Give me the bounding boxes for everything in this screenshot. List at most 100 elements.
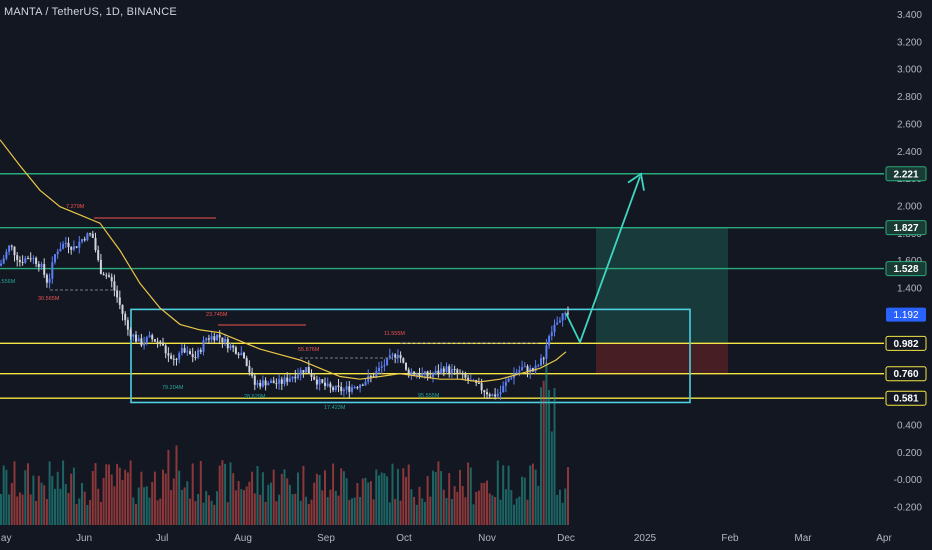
- level-tag: [885, 166, 927, 182]
- volume-bar: [240, 489, 243, 525]
- y-tick-label: 0.400: [897, 420, 922, 431]
- volume-bar: [426, 476, 429, 525]
- volume-bar: [545, 362, 548, 525]
- volume-bar: [332, 463, 335, 525]
- x-tick-label: Feb: [721, 533, 739, 544]
- volume-bar: [418, 486, 421, 525]
- level-tag: [885, 390, 927, 406]
- candle-body: [259, 382, 262, 387]
- candle-body: [202, 340, 205, 352]
- volume-bar: [394, 498, 397, 525]
- volume-bar: [218, 465, 221, 525]
- candle-body: [83, 239, 86, 241]
- candle-body: [261, 380, 264, 387]
- volume-bar: [351, 498, 353, 525]
- x-tick-label: Jul: [156, 533, 169, 544]
- volume-bar: [94, 463, 97, 525]
- volume-bar: [342, 471, 345, 525]
- candle-body: [245, 357, 248, 366]
- candle-body: [507, 378, 510, 382]
- current-price-tag: [886, 307, 926, 322]
- volume-bar: [72, 467, 75, 525]
- x-tick-label: Sep: [317, 533, 335, 544]
- candle-body: [558, 320, 561, 323]
- volume-bar: [151, 482, 154, 525]
- volume-bar: [334, 490, 337, 525]
- volume-bar: [410, 489, 413, 525]
- volume-bar: [264, 501, 267, 525]
- volume-bar: [369, 481, 372, 525]
- volume-bar: [567, 467, 569, 525]
- candle-body: [286, 377, 289, 382]
- candle-body: [189, 351, 191, 355]
- volume-bar: [318, 475, 321, 525]
- candle-body: [221, 337, 224, 343]
- volume-bar: [102, 477, 105, 525]
- candle-body: [81, 239, 83, 242]
- candle-body: [226, 339, 229, 349]
- range-box[interactable]: [130, 308, 691, 404]
- y-tick-label: 0.200: [897, 448, 922, 459]
- candle-body: [459, 372, 461, 374]
- candle-body: [186, 351, 189, 353]
- candle-body: [442, 368, 445, 373]
- y-tick-label: 2.400: [897, 147, 922, 158]
- projection-arrow[interactable]: [565, 176, 641, 345]
- candle-body: [253, 375, 256, 385]
- candle-body: [78, 241, 81, 248]
- candle-body: [162, 343, 164, 346]
- volume-bar: [396, 468, 399, 525]
- volume-bar: [372, 499, 375, 525]
- volume-bar: [548, 389, 551, 525]
- level-tag-label: 1.827: [893, 223, 918, 234]
- candle-body: [267, 383, 270, 386]
- volume-bar: [450, 498, 453, 525]
- candle-body: [62, 244, 65, 249]
- volume-bar: [364, 477, 367, 525]
- level-tag-label: 0.982: [893, 339, 918, 350]
- candle-body: [407, 369, 410, 375]
- volume-bar: [70, 473, 73, 525]
- volume-bar: [118, 467, 121, 525]
- candle-body: [116, 290, 119, 298]
- candle-body: [216, 334, 218, 341]
- volume-bar: [2, 465, 5, 525]
- candle-body: [24, 258, 27, 263]
- candle-body: [434, 370, 437, 375]
- volume-bar: [180, 489, 183, 525]
- level-tag: [885, 220, 927, 236]
- volume-bar: [550, 431, 553, 525]
- volume-bar: [456, 491, 459, 525]
- volume-bar: [207, 495, 210, 525]
- volume-bar: [259, 494, 262, 525]
- volume-bar: [116, 463, 119, 525]
- candle-body: [386, 357, 389, 366]
- candle-body: [372, 376, 375, 378]
- volume-bar: [237, 481, 240, 525]
- volume-bar: [232, 473, 235, 525]
- volume-bar: [248, 481, 251, 525]
- candle-body: [183, 348, 186, 353]
- volume-bar: [383, 473, 386, 525]
- candle-body: [345, 386, 348, 390]
- candle-body: [410, 371, 413, 375]
- projection-arrowhead: [627, 172, 645, 191]
- y-tick-label: -0.200: [894, 502, 923, 513]
- candle-body: [415, 374, 418, 376]
- volume-bar: [189, 498, 191, 525]
- volume-bar: [13, 461, 16, 525]
- candle-body: [461, 373, 464, 375]
- volume-bar: [305, 496, 308, 525]
- volume-bar: [499, 499, 502, 525]
- volume-bar: [191, 463, 194, 525]
- volume-bar: [229, 462, 232, 525]
- volume-bar: [135, 504, 137, 525]
- volume-bar: [529, 465, 532, 525]
- candle-body: [369, 375, 372, 377]
- candle-body: [124, 313, 127, 321]
- volume-bar: [459, 469, 461, 525]
- x-tick-label: 2025: [634, 533, 657, 544]
- volume-bar: [488, 493, 491, 525]
